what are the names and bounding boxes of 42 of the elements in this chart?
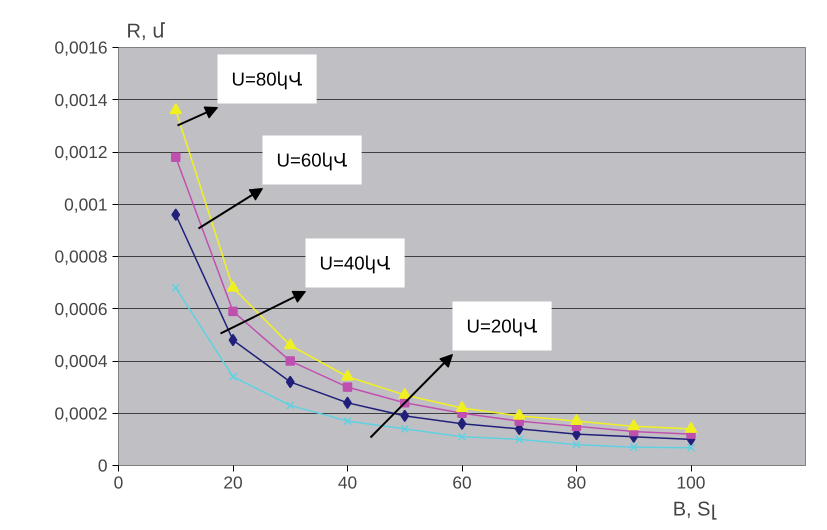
y-tick-label: 0,0002 (54, 403, 108, 424)
point (341, 370, 354, 381)
y-tick-label: 0,0008 (54, 246, 108, 266)
x-tick-label: 20 (223, 472, 243, 492)
point (171, 284, 180, 292)
point (342, 382, 352, 392)
x-tick-label: 60 (452, 472, 472, 492)
y-tick-label: 0,0006 (54, 298, 108, 319)
point (286, 356, 295, 366)
point (171, 208, 180, 221)
point (171, 152, 180, 162)
x-tick-label: 80 (566, 472, 586, 492)
annotation: U=20կՎ (466, 316, 538, 336)
point (228, 306, 238, 316)
point (286, 376, 295, 388)
point (400, 410, 410, 422)
point (514, 435, 524, 444)
point (286, 401, 295, 410)
annotation: U=80կՎ (232, 68, 303, 90)
point (572, 440, 581, 449)
annotation: U=40կՎ (320, 252, 391, 274)
point (284, 338, 296, 350)
y-tick-label: 0 (98, 456, 108, 476)
y-axis-title: R, մ (126, 20, 166, 42)
point (170, 103, 182, 114)
point (228, 372, 238, 381)
x-axis-title: B, Sլ (672, 498, 718, 520)
y-tick-label: 0,0004 (54, 351, 108, 371)
y-tick-label: 0,0016 (54, 38, 108, 58)
point (400, 424, 410, 434)
point (458, 432, 466, 442)
y-tick-label: 0,001 (64, 194, 108, 214)
y-tick-label: 0,0014 (54, 90, 108, 110)
point (629, 442, 638, 452)
point (686, 443, 696, 452)
point (226, 280, 240, 292)
x-tick-label: 0 (114, 472, 124, 492)
x-tick-label: 100 (676, 472, 706, 492)
annotation: U=60կՎ (276, 150, 348, 170)
point (343, 416, 352, 426)
x-tick-label: 40 (338, 472, 358, 492)
y-tick-label: 0,0012 (54, 142, 108, 162)
